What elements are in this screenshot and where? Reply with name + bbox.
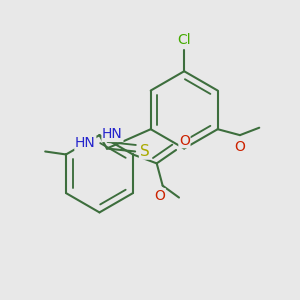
Text: O: O xyxy=(235,140,245,154)
Text: HN: HN xyxy=(102,128,123,141)
Text: O: O xyxy=(154,189,165,202)
Text: HN: HN xyxy=(75,136,96,150)
Text: S: S xyxy=(140,144,149,159)
Text: Cl: Cl xyxy=(177,34,191,47)
Text: O: O xyxy=(179,134,190,148)
